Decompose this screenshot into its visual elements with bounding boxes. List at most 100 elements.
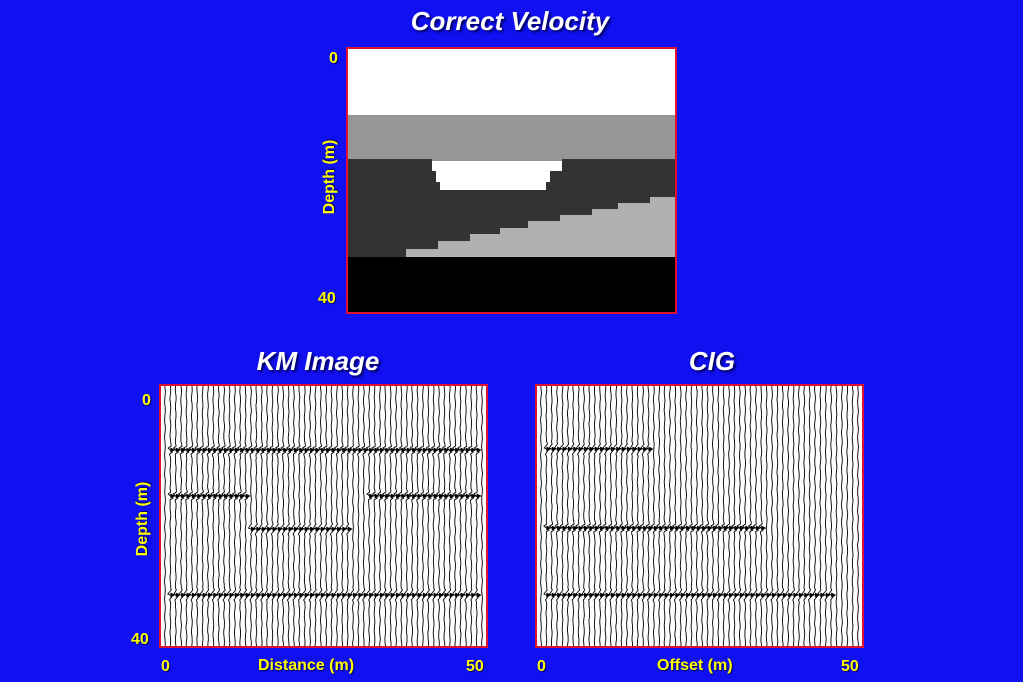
reflector-lobe [417,592,423,598]
reflector-lobe [729,525,735,531]
seismic-trace [242,386,250,646]
seismic-trace [467,386,475,646]
seismic-trace [828,386,835,646]
reflector-lobe [439,592,445,598]
seismic-trace [435,386,443,646]
reflector-lobe [336,447,343,453]
reflector-lobe [696,525,702,531]
seismic-trace [720,386,727,646]
seismic-trace [629,386,636,646]
seismic-trace [167,386,174,646]
reflector-lobe [224,447,230,453]
reflector-lobe [675,525,681,531]
reflector-lobe [444,493,450,499]
seismic-trace [764,386,770,646]
reflector-lobe [616,525,622,531]
reflector-lobe [643,525,649,531]
reflector-lobe [331,592,337,598]
velocity-depth-tick-40: 40 [318,290,336,307]
reflector-lobe [207,493,214,499]
reflector-lobe [782,592,788,598]
seismic-trace [164,386,166,646]
reflector-lobe [648,525,654,531]
reflector-lobe [729,592,735,598]
seismic-trace [693,386,700,646]
seismic-trace [575,386,582,646]
reflector-lobe [712,525,719,531]
seismic-trace [414,386,422,646]
velocity-title: Correct Velocity [410,6,610,36]
seismic-trace [715,386,722,646]
reflector-lobe [476,447,482,453]
seismic-trace [172,386,180,646]
reflector-lobe [170,493,176,499]
reflector-lobe [288,526,294,532]
reflector-lobe [820,592,826,598]
reflector-lobe [326,592,332,598]
reflector-lobe [471,447,477,453]
reflector-lobe [299,447,305,453]
reflector-lobe [583,525,590,531]
reflector-lobe [750,525,756,531]
reflector-lobe [428,493,434,499]
reflector-lobe [385,493,391,499]
reflector-lobe [680,525,686,531]
seismic-trace [231,386,239,646]
seismic-trace [430,386,438,646]
km-image-panel [159,384,488,648]
reflector-lobe [831,592,837,598]
seismic-trace [258,386,265,646]
seismic-trace [226,386,233,646]
seismic-trace [559,386,566,646]
seismic-trace [607,386,615,646]
reflector-lobe [353,447,359,453]
km-distance-axis-label: Distance (m) [258,657,355,674]
seismic-trace [360,386,367,646]
reflector-lobe [610,592,616,598]
reflector-lobe [809,592,815,598]
reflector-lobe [234,592,240,598]
seismic-trace [481,386,483,646]
reflector-lobe [240,592,246,598]
reflector-lobe [245,447,251,453]
velocity-layer-5 [348,257,675,312]
seismic-trace [835,386,838,646]
reflector-lobe [815,592,821,598]
reflector-lobe [777,592,783,598]
seismic-trace [710,386,717,646]
reflector-lobe [293,592,300,598]
seismic-trace [769,386,775,646]
reflector-lobe [567,525,573,531]
reflector-lobe [401,447,407,453]
seismic-trace [677,386,684,646]
reflector-lobe [798,592,805,598]
reflector-lobe [240,493,246,499]
seismic-trace [634,386,642,646]
seismic-trace [457,386,464,646]
reflector-lobe [310,447,316,453]
seismic-trace [322,386,330,646]
reflector-lobe [583,446,590,452]
reflector-lobe [256,447,262,453]
reflector-lobe [643,592,649,598]
seismic-trace [451,386,459,646]
reflector-lobe [245,592,251,598]
reflector-lobe [616,446,622,452]
reflector-lobe [573,446,579,452]
reflector-lobe [589,592,595,598]
reflector-lobe [465,493,471,499]
reflector-lobe [793,592,799,598]
reflector-lobe [213,592,219,598]
reflector-lobe [412,447,418,453]
reflector-lobe [175,592,181,598]
reflector-lobe [621,592,627,598]
reflector-lobe [331,526,337,532]
reflector-lobe [197,493,203,499]
reflector-lobe [406,592,412,598]
reflector-lobe [385,592,391,598]
reflector-lobe [175,493,181,499]
reflector-lobe [632,592,638,598]
reflector-lobe [277,526,283,532]
reflector-lobe [632,525,638,531]
seismic-trace [355,386,362,646]
